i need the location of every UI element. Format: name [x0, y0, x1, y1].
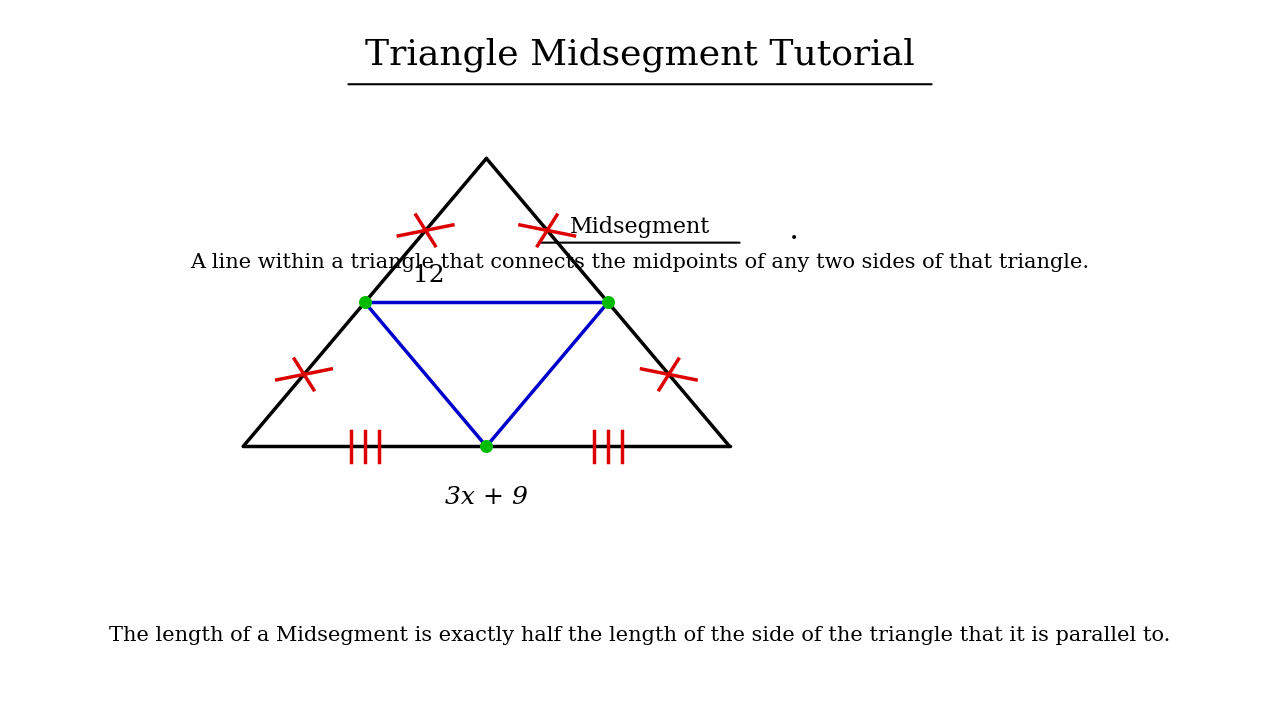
Text: 12: 12 — [413, 264, 444, 287]
Text: •: • — [790, 230, 797, 245]
Text: Midsegment: Midsegment — [570, 216, 710, 238]
Text: 3x + 9: 3x + 9 — [445, 486, 527, 509]
Text: The length of a Midsegment is exactly half the length of the side of the triangl: The length of a Midsegment is exactly ha… — [109, 626, 1171, 645]
Text: A line within a triangle that connects the midpoints of any two sides of that tr: A line within a triangle that connects t… — [191, 253, 1089, 272]
Point — [598, 297, 618, 308]
Point — [355, 297, 375, 308]
Point — [476, 441, 497, 452]
Text: Triangle Midsegment Tutorial: Triangle Midsegment Tutorial — [365, 37, 915, 72]
